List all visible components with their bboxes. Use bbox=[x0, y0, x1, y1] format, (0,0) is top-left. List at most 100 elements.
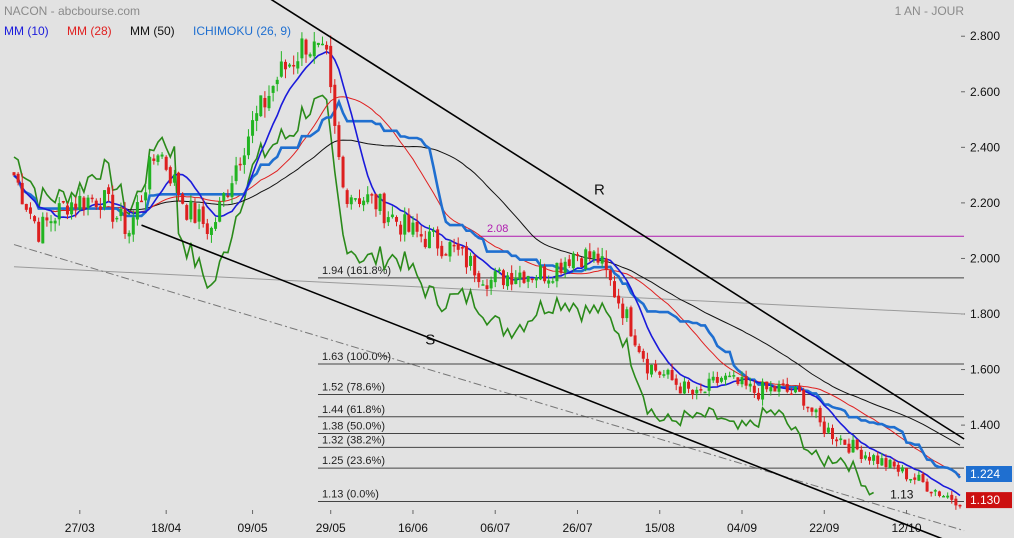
candle-body bbox=[773, 385, 777, 392]
candle-body bbox=[917, 474, 921, 481]
candle-body bbox=[304, 39, 308, 55]
candle-body bbox=[567, 259, 571, 266]
period-label: 1 AN - JOUR bbox=[894, 4, 964, 18]
candle-body bbox=[896, 464, 900, 472]
x-tick-label: 09/05 bbox=[238, 521, 268, 535]
candle-body bbox=[292, 64, 296, 67]
candle-body bbox=[423, 238, 427, 248]
candle-body bbox=[855, 439, 859, 450]
candle-body bbox=[830, 427, 834, 439]
candle-body bbox=[506, 275, 510, 287]
candle-body bbox=[345, 190, 349, 204]
candle-body bbox=[699, 389, 703, 391]
fib-level-label: 1.63 (100.0%) bbox=[322, 351, 391, 363]
candle-body bbox=[785, 383, 789, 392]
candle-body bbox=[107, 187, 111, 194]
candle-body bbox=[691, 389, 695, 395]
candle-body bbox=[942, 495, 946, 498]
candle-body bbox=[547, 280, 551, 284]
candle-body bbox=[209, 227, 213, 235]
x-tick-label: 04/09 bbox=[727, 521, 757, 535]
x-tick-label: 16/06 bbox=[398, 521, 428, 535]
candle-body bbox=[419, 234, 423, 237]
candle-body bbox=[588, 251, 592, 258]
chart-annotation: S bbox=[425, 332, 435, 349]
x-tick-label: 26/07 bbox=[562, 521, 592, 535]
fib-level-label: 1.44 (61.8%) bbox=[322, 404, 385, 416]
candle-body bbox=[872, 455, 876, 461]
candle-body bbox=[925, 481, 929, 492]
candle-body bbox=[777, 384, 781, 392]
candle-body bbox=[954, 498, 958, 506]
candle-body bbox=[641, 350, 645, 359]
candle-body bbox=[868, 456, 872, 461]
candle-body bbox=[436, 229, 440, 249]
candle-body bbox=[246, 136, 250, 156]
candle-body bbox=[320, 43, 324, 46]
candle-body bbox=[255, 113, 259, 121]
candle-body bbox=[892, 461, 896, 467]
candle-body bbox=[226, 195, 230, 198]
candle-body bbox=[596, 253, 600, 263]
candle-body bbox=[390, 214, 394, 218]
price-tag-label: 1.224 bbox=[970, 467, 1000, 481]
legend-item: MM (28) bbox=[67, 24, 112, 38]
candle-body bbox=[592, 251, 596, 259]
candle-body bbox=[555, 262, 559, 282]
candle-body bbox=[695, 389, 699, 394]
candle-body bbox=[493, 271, 497, 283]
candle-body bbox=[300, 38, 304, 59]
candle-body bbox=[234, 165, 238, 182]
candle-body bbox=[674, 378, 678, 385]
candle-body bbox=[263, 97, 267, 108]
candle-body bbox=[337, 125, 341, 158]
support-trendline bbox=[141, 224, 943, 538]
candle-body bbox=[65, 205, 69, 215]
y-tick-label: 2.200 bbox=[970, 196, 1000, 210]
candle-body bbox=[378, 194, 382, 211]
candle-body bbox=[909, 479, 913, 481]
candle-body bbox=[715, 376, 719, 383]
candle-body bbox=[863, 455, 867, 459]
candle-body bbox=[16, 173, 20, 183]
candle-body bbox=[937, 491, 941, 496]
candle-body bbox=[761, 381, 765, 400]
candle-body bbox=[333, 84, 337, 126]
candle-body bbox=[489, 279, 493, 289]
candle-body bbox=[407, 214, 411, 232]
candle-body bbox=[316, 42, 320, 45]
candle-body bbox=[645, 358, 649, 374]
candle-body bbox=[604, 258, 608, 270]
candle-body bbox=[140, 200, 144, 203]
candle-body bbox=[460, 247, 464, 249]
candle-body bbox=[357, 198, 361, 204]
candle-body bbox=[78, 195, 82, 210]
candle-body bbox=[650, 364, 654, 375]
x-tick-label: 22/09 bbox=[809, 521, 839, 535]
candle-body bbox=[452, 244, 456, 247]
candle-body bbox=[24, 203, 28, 210]
chart-annotation: 1.13 bbox=[890, 488, 914, 502]
candle-body bbox=[148, 157, 152, 190]
fib-level-label: 1.32 (38.2%) bbox=[322, 434, 385, 446]
candle-body bbox=[275, 79, 279, 85]
candle-body bbox=[859, 449, 863, 459]
candle-body bbox=[575, 254, 579, 256]
candle-body bbox=[82, 197, 86, 210]
candle-body bbox=[12, 172, 16, 176]
mm50-line bbox=[13, 139, 961, 446]
candle-body bbox=[728, 375, 732, 378]
y-tick-label: 2.400 bbox=[970, 140, 1000, 154]
candle-body bbox=[534, 277, 538, 281]
dashdot-support-line bbox=[13, 244, 965, 532]
candle-body bbox=[160, 154, 164, 157]
candle-body bbox=[658, 371, 662, 375]
price-tag bbox=[966, 466, 1012, 482]
candle-body bbox=[678, 386, 682, 394]
candle-body bbox=[621, 303, 625, 319]
candle-body bbox=[802, 389, 806, 406]
candle-body bbox=[57, 203, 61, 220]
candle-body bbox=[736, 377, 740, 384]
candle-body bbox=[724, 375, 728, 380]
candle-body bbox=[164, 156, 168, 170]
